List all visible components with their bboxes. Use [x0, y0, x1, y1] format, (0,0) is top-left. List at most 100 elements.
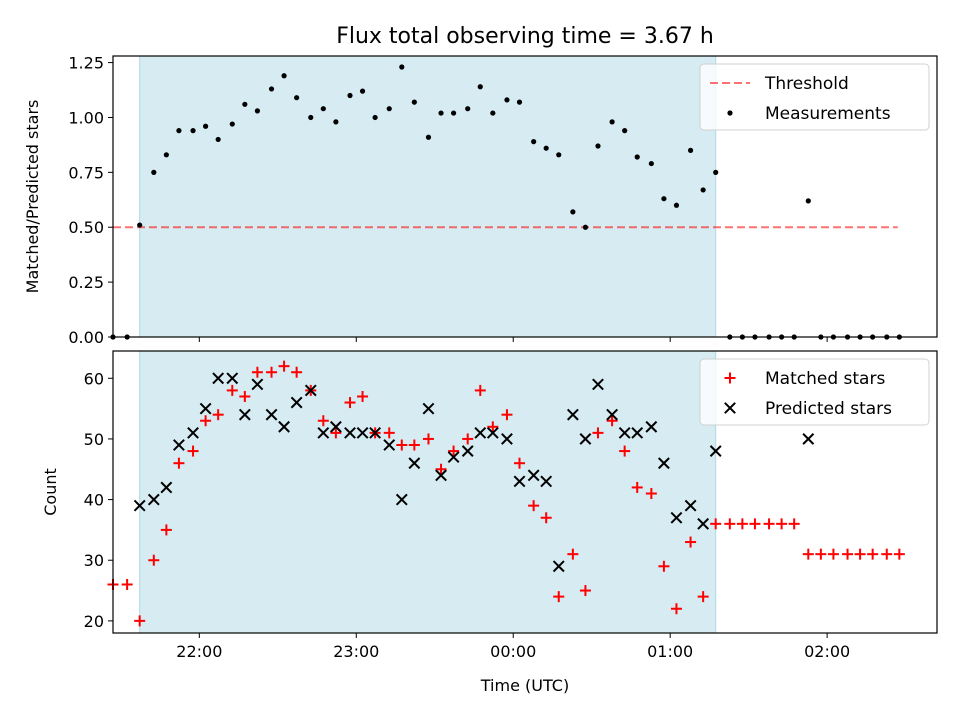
axes-frame — [112, 55, 938, 338]
x-b — [369, 426, 382, 439]
observing-span — [139, 351, 716, 633]
x-tick-label: 00:00 — [490, 642, 536, 661]
predicted-star-point — [552, 560, 565, 573]
measurement-point — [347, 92, 353, 99]
predicted-star-point — [383, 439, 396, 451]
matched-star-point — [317, 415, 329, 427]
measurement-point — [359, 88, 366, 94]
predicted-star-point — [501, 433, 513, 445]
x-b — [133, 499, 146, 512]
x-b — [173, 439, 185, 451]
matched-star-point — [685, 536, 697, 548]
x-b — [670, 511, 683, 524]
bottom-panel: 20 30 40 50 60 22:00 23:00 00:00 01:00 02:00 Count… — [41, 350, 938, 695]
matched-star-point — [462, 433, 474, 445]
x-b — [238, 408, 251, 421]
y-tick-label: 1.00 — [68, 108, 104, 127]
predicted-star-point — [566, 408, 579, 421]
predicted-star-point — [212, 372, 225, 385]
x-b — [724, 402, 736, 414]
predicted-star-point — [344, 426, 356, 439]
matched-star-point — [148, 554, 160, 566]
legend-label: Matched stars — [765, 369, 885, 389]
matched-star-point — [697, 591, 709, 603]
predicted-star-point — [422, 402, 435, 415]
measurement-point — [163, 152, 169, 158]
predicted-star-point — [317, 426, 330, 439]
predicted-star-point — [290, 396, 303, 409]
x-b — [160, 481, 173, 494]
x-b — [329, 420, 342, 433]
matched-star-point — [763, 518, 775, 530]
matched-star-point — [408, 439, 420, 451]
measurement-point — [229, 121, 235, 127]
matched-star-point — [330, 427, 342, 439]
measurement-point — [268, 86, 275, 92]
matched-star-point — [827, 548, 839, 560]
legend: Matched stars Predicted stars — [699, 358, 930, 426]
matched-star-point — [173, 457, 185, 469]
x-b — [474, 426, 487, 439]
y-tick-label: 30 — [84, 551, 104, 570]
predicted-star-point — [356, 426, 369, 439]
predicted-star-point — [709, 445, 722, 457]
measurement-point — [531, 139, 537, 145]
measurement-point — [582, 224, 589, 230]
x-axis-label: Time (UTC) — [480, 676, 569, 695]
x-b — [278, 420, 290, 433]
matched-star-point — [160, 524, 172, 536]
matched-star-point — [567, 548, 579, 560]
predicted-star-point — [684, 499, 697, 512]
predicted-star-point — [606, 408, 619, 421]
matched-star-point — [121, 578, 133, 590]
x-b — [579, 433, 592, 445]
legend-label: Measurements — [765, 104, 891, 124]
measurement-point — [151, 169, 157, 175]
y-axis-label: Matched/Predicted stars — [23, 100, 42, 294]
measurement-point — [320, 106, 326, 112]
measurement-point — [570, 209, 576, 215]
matched-star-point — [788, 518, 800, 530]
matched-star-point — [134, 615, 146, 627]
y-tick-label: 50 — [84, 430, 104, 449]
predicted-star-point — [579, 433, 592, 445]
legend-label: Predicted stars — [765, 399, 892, 419]
y-tick-label: 0.50 — [68, 218, 104, 237]
x-tick-label: 01:00 — [647, 642, 693, 661]
predicted-star-point — [802, 433, 815, 445]
x-b — [552, 560, 565, 573]
x-b — [606, 408, 619, 421]
predicted-star-point — [435, 469, 447, 482]
measurement-point — [203, 123, 209, 129]
predicted-star-point — [657, 457, 670, 470]
predicted-star-point — [474, 426, 487, 439]
matched-star-point — [606, 415, 618, 427]
predicted-star-point — [592, 378, 604, 391]
measurement-point — [595, 143, 601, 149]
predicted-star-point — [304, 384, 317, 397]
x-b — [657, 457, 670, 470]
matched-star-point — [842, 548, 854, 560]
legend-label: Threshold — [764, 74, 849, 94]
y-tick-label: 0.00 — [68, 328, 104, 347]
x-b — [265, 408, 278, 421]
matched-star-point — [278, 360, 290, 372]
y-tick-label: 0.75 — [68, 163, 104, 182]
predicted-star-point — [238, 408, 251, 421]
predicted-star-point — [670, 511, 683, 524]
matched-star-point — [854, 548, 866, 560]
measurement-point — [425, 134, 432, 140]
matched-star-point — [579, 585, 591, 597]
matched-star-point — [645, 488, 657, 500]
x-b — [461, 445, 474, 457]
x-b — [226, 372, 239, 385]
matched-star-point — [670, 603, 682, 615]
matched-star-point — [710, 518, 722, 530]
measurement-point — [438, 110, 444, 116]
predicted-star-point — [447, 451, 460, 464]
measurement-point — [333, 119, 339, 125]
x-b — [304, 384, 317, 397]
predicted-star-point — [173, 439, 185, 451]
top-panel: 0.00 0.25 0.50 0.75 1.00 1.25 Matched/Predicte… — [23, 54, 938, 347]
